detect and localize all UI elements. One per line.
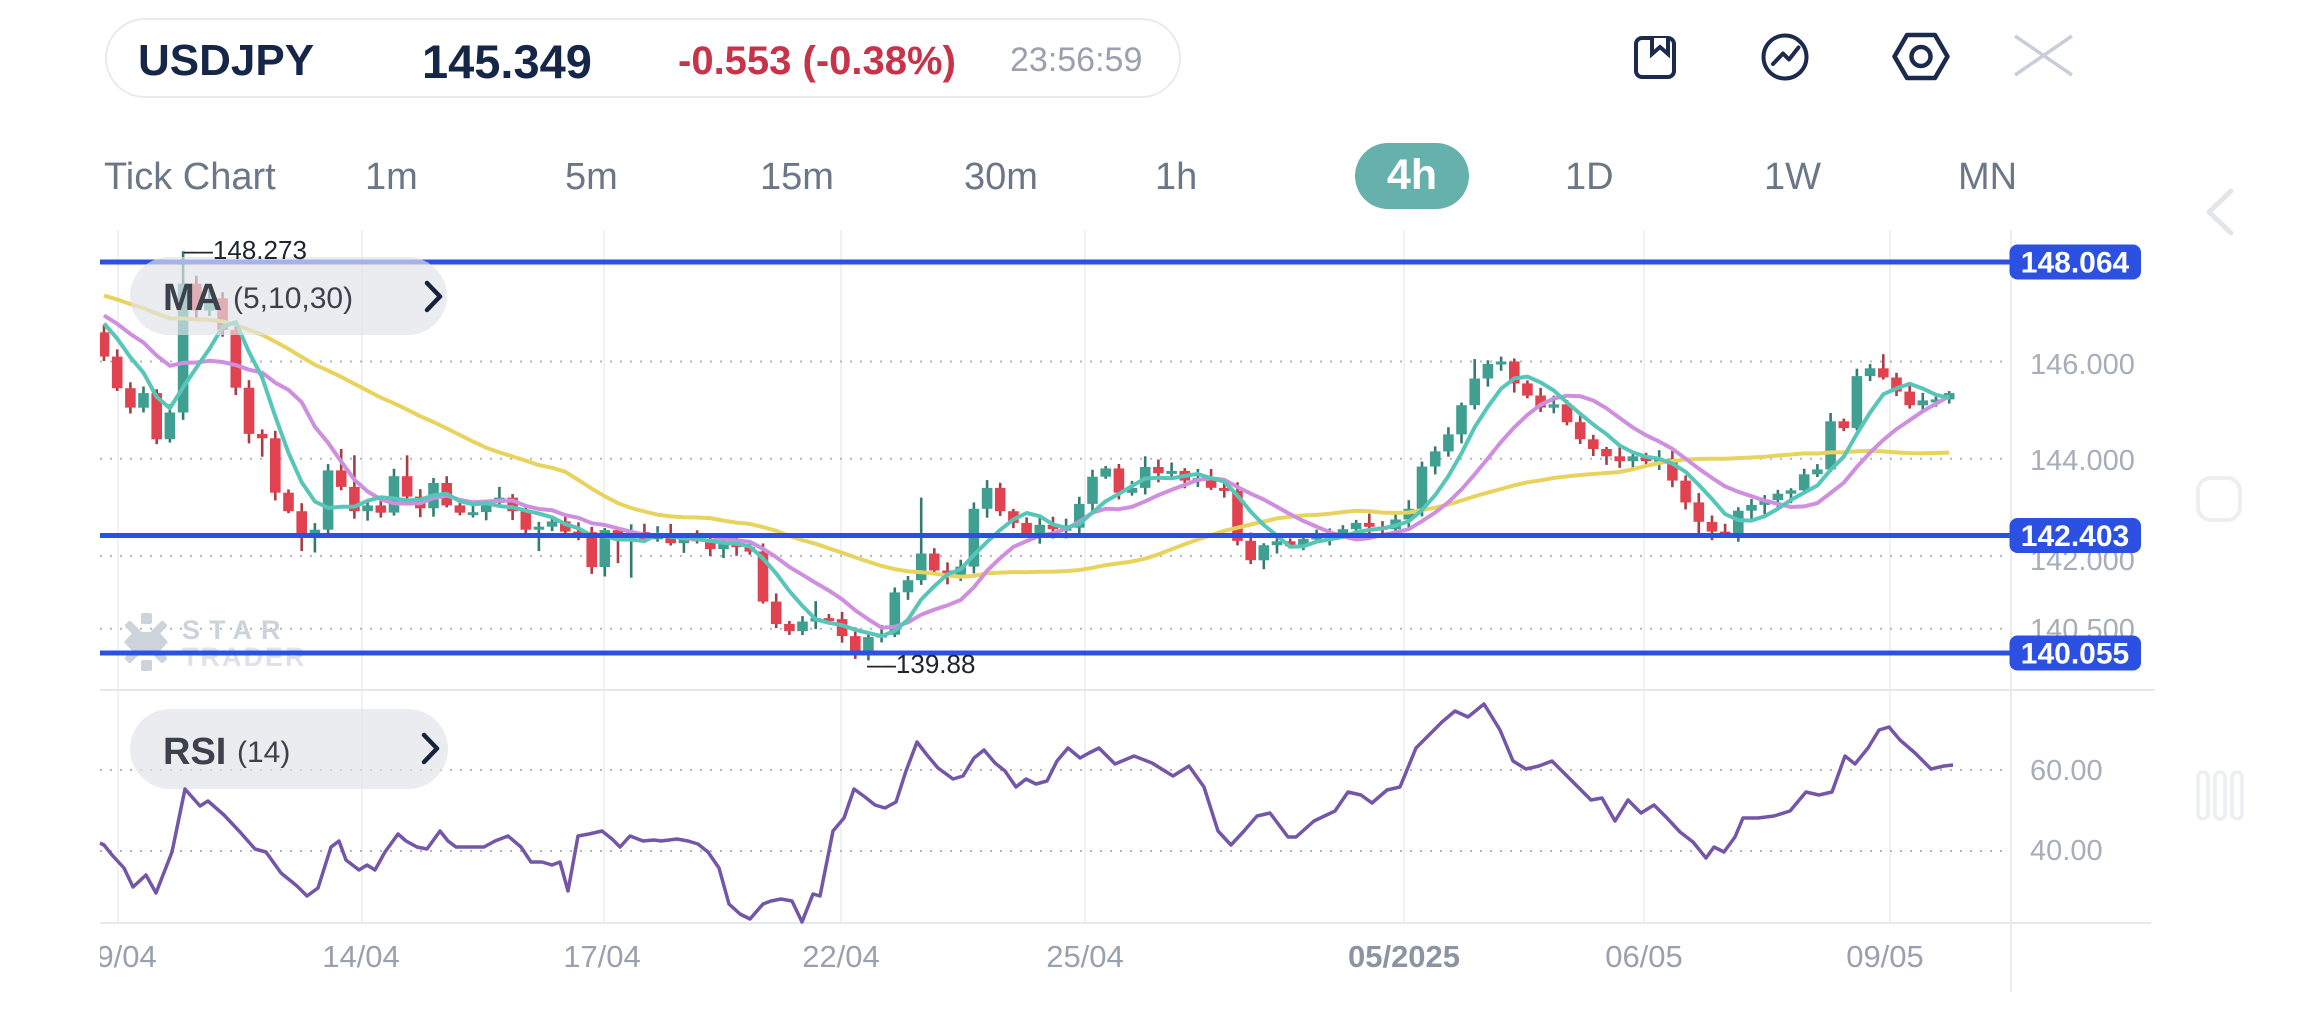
svg-text:40.00: 40.00 [2030,835,2103,867]
svg-text:––148.273: ––148.273 [184,235,307,265]
svg-text:14/04: 14/04 [322,939,400,974]
svg-text:17/04: 17/04 [563,939,641,974]
svg-text:146.000: 146.000 [2030,349,2135,381]
svg-text:MA: MA [163,277,222,319]
svg-text:22/04: 22/04 [802,939,880,974]
svg-text:RSI: RSI [163,731,226,773]
svg-text:––139.88: ––139.88 [867,649,975,679]
svg-text:60.00: 60.00 [2030,755,2103,787]
svg-text:09/04: 09/04 [79,939,157,974]
svg-text:142.403: 142.403 [2021,520,2129,553]
svg-text:140.055: 140.055 [2021,638,2129,671]
svg-text:(5,10,30): (5,10,30) [233,282,353,315]
svg-text:(14): (14) [237,736,290,769]
svg-text:25/04: 25/04 [1046,939,1124,974]
svg-text:TRADER: TRADER [182,642,307,672]
svg-text:148.064: 148.064 [2021,247,2130,280]
svg-text:06/05: 06/05 [1605,939,1683,974]
svg-text:STAR: STAR [182,615,290,645]
svg-text:144.000: 144.000 [2030,445,2135,477]
svg-text:05/2025: 05/2025 [1348,939,1460,974]
svg-text:09/05: 09/05 [1846,939,1924,974]
